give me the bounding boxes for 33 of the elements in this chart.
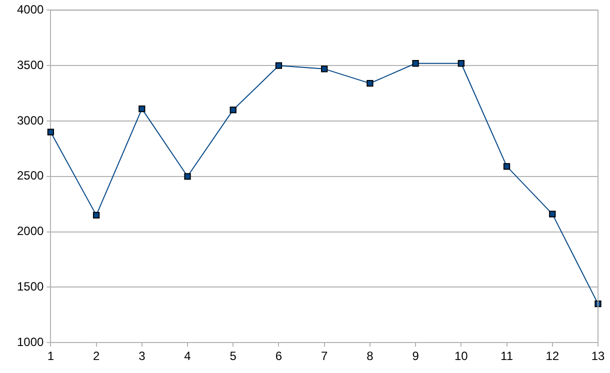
point bbox=[594, 300, 602, 308]
point bbox=[275, 62, 282, 69]
x-tick-label: 11 bbox=[500, 349, 514, 364]
point bbox=[503, 163, 510, 170]
y-tick-label: 1000 bbox=[16, 334, 44, 349]
y-tick-label: 1500 bbox=[16, 280, 44, 294]
x-tick-label: 13 bbox=[591, 349, 605, 364]
point bbox=[47, 128, 54, 136]
x-tick-label: 2 bbox=[92, 349, 100, 364]
x-tick-label: 10 bbox=[454, 349, 468, 364]
point bbox=[412, 60, 419, 67]
point bbox=[92, 212, 100, 219]
x-tick-label: 1 bbox=[47, 349, 54, 364]
x-tick-label: 5 bbox=[230, 349, 237, 364]
point bbox=[366, 80, 374, 87]
y-tick-label: 2500 bbox=[16, 168, 44, 183]
y-tick-label: 4000 bbox=[16, 2, 44, 17]
x-tick-label: 4 bbox=[184, 349, 192, 364]
x-tick-label: 12 bbox=[546, 349, 560, 364]
x-tick-label: 6 bbox=[275, 349, 282, 364]
y-tick-label: 2000 bbox=[16, 224, 44, 238]
point bbox=[230, 106, 236, 114]
x-tick-label: 7 bbox=[321, 349, 328, 364]
y-tick-label: 3500 bbox=[16, 58, 44, 72]
point bbox=[458, 60, 465, 67]
point bbox=[184, 173, 191, 180]
y-tick-label: 3000 bbox=[16, 113, 44, 128]
x-tick-label: 8 bbox=[366, 349, 374, 364]
point bbox=[321, 66, 328, 72]
x-tick-label: 9 bbox=[412, 349, 420, 364]
x-tick-label: 3 bbox=[138, 349, 146, 364]
point bbox=[549, 210, 556, 218]
point bbox=[138, 105, 146, 112]
